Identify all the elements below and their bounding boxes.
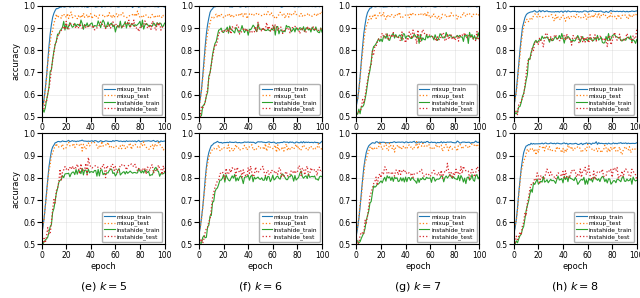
Text: (d) $k = 4$: (d) $k = 4$ bbox=[552, 152, 599, 165]
Legend: mixup_train, mixup_test, instahide_train, instahide_test: mixup_train, mixup_test, instahide_train… bbox=[574, 212, 634, 242]
X-axis label: epoch: epoch bbox=[405, 262, 431, 271]
Legend: mixup_train, mixup_test, instahide_train, instahide_test: mixup_train, mixup_test, instahide_train… bbox=[574, 84, 634, 114]
Text: (c) $k = 3$: (c) $k = 3$ bbox=[395, 152, 441, 165]
Text: (a) $k = 1$: (a) $k = 1$ bbox=[79, 152, 127, 165]
Text: (g) $k = 7$: (g) $k = 7$ bbox=[394, 280, 442, 294]
Text: (h) $k = 8$: (h) $k = 8$ bbox=[552, 280, 599, 293]
Legend: mixup_train, mixup_test, instahide_train, instahide_test: mixup_train, mixup_test, instahide_train… bbox=[259, 84, 319, 114]
Legend: mixup_train, mixup_test, instahide_train, instahide_test: mixup_train, mixup_test, instahide_train… bbox=[102, 212, 163, 242]
Text: (f) $k = 6$: (f) $k = 6$ bbox=[238, 280, 283, 293]
X-axis label: epoch: epoch bbox=[563, 135, 588, 144]
X-axis label: epoch: epoch bbox=[563, 262, 588, 271]
Legend: mixup_train, mixup_test, instahide_train, instahide_test: mixup_train, mixup_test, instahide_train… bbox=[417, 212, 477, 242]
Legend: mixup_train, mixup_test, instahide_train, instahide_test: mixup_train, mixup_test, instahide_train… bbox=[417, 84, 477, 114]
Text: (b) $k = 2$: (b) $k = 2$ bbox=[237, 152, 284, 165]
Text: (e) $k = 5$: (e) $k = 5$ bbox=[79, 280, 127, 293]
Legend: mixup_train, mixup_test, instahide_train, instahide_test: mixup_train, mixup_test, instahide_train… bbox=[259, 212, 319, 242]
Y-axis label: accuracy: accuracy bbox=[12, 42, 20, 80]
Legend: mixup_train, mixup_test, instahide_train, instahide_test: mixup_train, mixup_test, instahide_train… bbox=[102, 84, 163, 114]
Y-axis label: accuracy: accuracy bbox=[12, 170, 20, 208]
X-axis label: epoch: epoch bbox=[90, 262, 116, 271]
X-axis label: epoch: epoch bbox=[248, 135, 273, 144]
X-axis label: epoch: epoch bbox=[90, 135, 116, 144]
X-axis label: epoch: epoch bbox=[248, 262, 273, 271]
X-axis label: epoch: epoch bbox=[405, 135, 431, 144]
